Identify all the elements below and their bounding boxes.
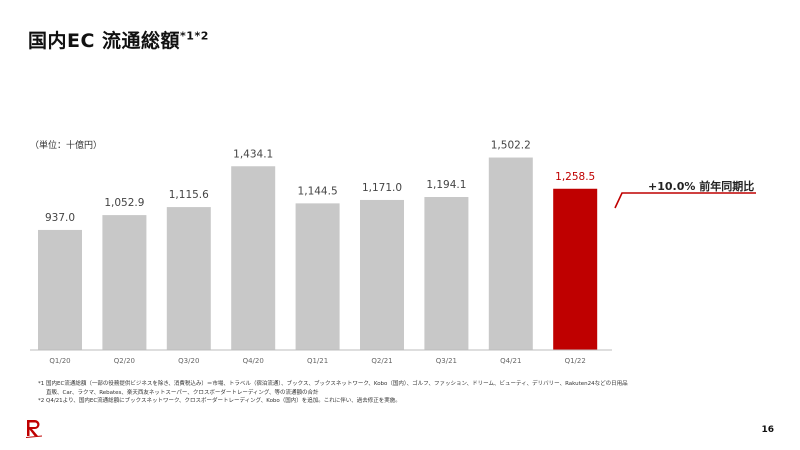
category-label: Q1/22: [565, 357, 586, 365]
value-label: 1,258.5: [555, 171, 595, 183]
bar-Q3-20: [166, 207, 211, 350]
value-label: 1,115.6: [169, 189, 209, 201]
bars-group: [38, 157, 598, 350]
page-number: 16: [761, 425, 774, 435]
category-label: Q2/21: [371, 357, 392, 365]
page-title: 国内EC 流通総額*1*2: [28, 26, 209, 53]
bar-Q3-21: [424, 197, 469, 350]
value-label: 1,194.1: [426, 179, 466, 191]
bar-Q4-21: [488, 157, 533, 350]
category-label: Q3/20: [178, 357, 199, 365]
category-label: Q2/20: [114, 357, 135, 365]
bar-Q1-21: [295, 203, 340, 350]
unit-label: （単位：十億円）: [30, 141, 103, 151]
footnote-1: *1 国内EC流通総額（一部の役務提供ビジネスを除き、消費税込み）＝市場、トラベ…: [38, 381, 628, 387]
title-text: 国内EC 流通総額: [28, 30, 181, 52]
title-footnote-marker: *1*2: [180, 29, 209, 43]
category-label: Q1/20: [49, 357, 70, 365]
bar-Q1-20: [38, 229, 82, 350]
category-label: Q4/20: [243, 357, 264, 365]
value-labels-group: 937.0 1,052.9 1,115.6 1,434.1 1,144.5 1,171.0…: [45, 140, 595, 224]
growth-indicator-line: [614, 192, 756, 209]
footnote-1-continued: 直販、Car、ラクマ、Rebates、楽天西友ネットスーパー、クロスボーダートレ…: [46, 389, 319, 396]
value-label: 1,434.1: [233, 148, 273, 160]
category-label: Q4/21: [500, 357, 521, 365]
footnotes: *1 国内EC流通総額（一部の役務提供ビジネスを除き、消費税込み）＝市場、トラベ…: [38, 380, 758, 406]
bar-Q4-20: [231, 166, 276, 350]
bar-Q2-20: [102, 215, 147, 350]
category-label: Q3/21: [436, 357, 457, 365]
bar-Q1-22: [553, 188, 598, 350]
footnote-2: *2 Q4/21より、国内EC流通総額にブックスネットワーク、クロスボーダートレ…: [38, 398, 401, 404]
yoy-growth-label: +10.0% 前年同期比: [648, 180, 755, 193]
bar-Q2-21: [360, 199, 404, 350]
rakuten-logo-icon: [26, 420, 42, 438]
value-label: 1,502.2: [491, 140, 531, 152]
value-label: 937.0: [45, 212, 75, 224]
value-label: 1,052.9: [104, 197, 144, 209]
value-label: 1,144.5: [298, 185, 338, 197]
category-labels-group: Q1/20 Q2/20 Q3/20 Q4/20 Q1/21 Q2/21 Q3/21 Q4/21…: [49, 357, 585, 365]
category-label: Q1/21: [307, 357, 328, 365]
value-label: 1,171.0: [362, 182, 402, 194]
